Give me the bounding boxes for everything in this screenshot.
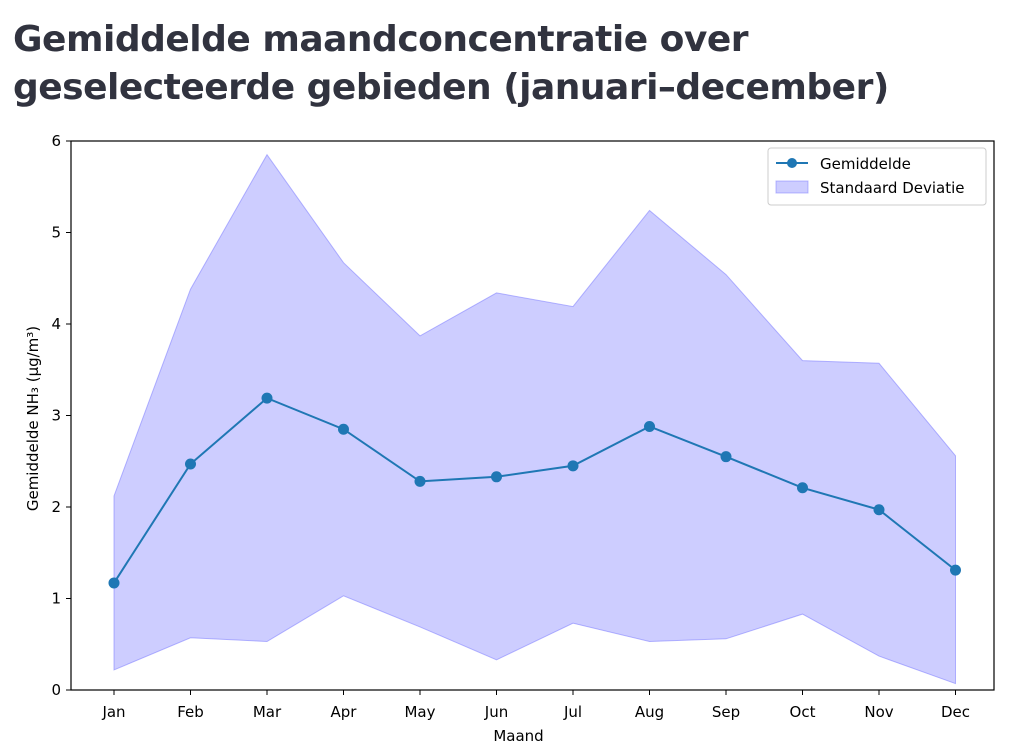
y-tick-label-1: 1 xyxy=(51,590,61,608)
mean-point-sep xyxy=(720,451,732,463)
mean-point-jan xyxy=(108,577,120,589)
std-band-area xyxy=(113,153,956,685)
legend-band-swatch xyxy=(775,180,809,194)
x-tick-label-apr: Apr xyxy=(331,703,358,721)
y-tick-label-4: 4 xyxy=(51,315,61,333)
chart: Jan Feb Mar Apr May Jun Jul Aug Sep Oct Nov Dec 0 1 2 3… xyxy=(24,132,995,745)
x-tick-label-jan: Jan xyxy=(101,703,125,721)
mean-point-nov xyxy=(873,504,885,516)
x-tick-label-oct: Oct xyxy=(790,703,816,721)
y-tick-label-3: 3 xyxy=(51,407,61,425)
mean-point-dec xyxy=(950,564,961,576)
x-tick-label-nov: Nov xyxy=(864,703,893,721)
mean-point-jul xyxy=(567,460,579,472)
y-tick-label-5: 5 xyxy=(51,224,61,242)
mean-line xyxy=(113,396,957,584)
y-tick-label-2: 2 xyxy=(51,498,61,516)
mean-point-jun xyxy=(491,471,502,483)
x-tick-label-jun: Jun xyxy=(484,703,508,721)
x-tick-label-dec: Dec xyxy=(941,703,970,721)
x-axis-label: Maand xyxy=(493,727,543,745)
axes: Jan Feb Mar Apr May Jun Jul Aug Sep Oct Nov Dec 0 1 2 3… xyxy=(24,132,995,745)
x-tick-label-may: May xyxy=(404,703,435,721)
x-tick-label-mar: Mar xyxy=(253,703,282,721)
y-tick-label-0: 0 xyxy=(51,681,61,699)
std-band-layer xyxy=(113,153,956,685)
legend: Gemiddelde Standaard Deviatie xyxy=(767,147,987,206)
mean-point-apr xyxy=(338,423,349,435)
mean-point-feb xyxy=(185,458,196,470)
legend-box xyxy=(767,147,987,206)
x-tick-label-jul: Jul xyxy=(563,703,582,721)
y-axis-label: Gemiddelde NH₃ (µg/m³) xyxy=(24,326,42,511)
legend-marker-swatch xyxy=(787,158,797,168)
mean-point-aug xyxy=(644,420,655,432)
y-tick-label-6: 6 xyxy=(51,132,61,150)
mean-line-layer xyxy=(108,392,961,589)
page-title: Gemiddelde maandconcentratie over gesele… xyxy=(13,19,889,108)
x-tick-label-sep: Sep xyxy=(712,703,740,721)
mean-point-oct xyxy=(797,482,808,494)
mean-point-may xyxy=(414,475,426,487)
x-tick-label-feb: Feb xyxy=(177,703,204,721)
legend-label-mean: Gemiddelde xyxy=(820,155,911,173)
x-tick-label-aug: Aug xyxy=(635,703,664,721)
mean-point-mar xyxy=(261,392,273,404)
legend-label-std: Standaard Deviatie xyxy=(820,179,965,197)
